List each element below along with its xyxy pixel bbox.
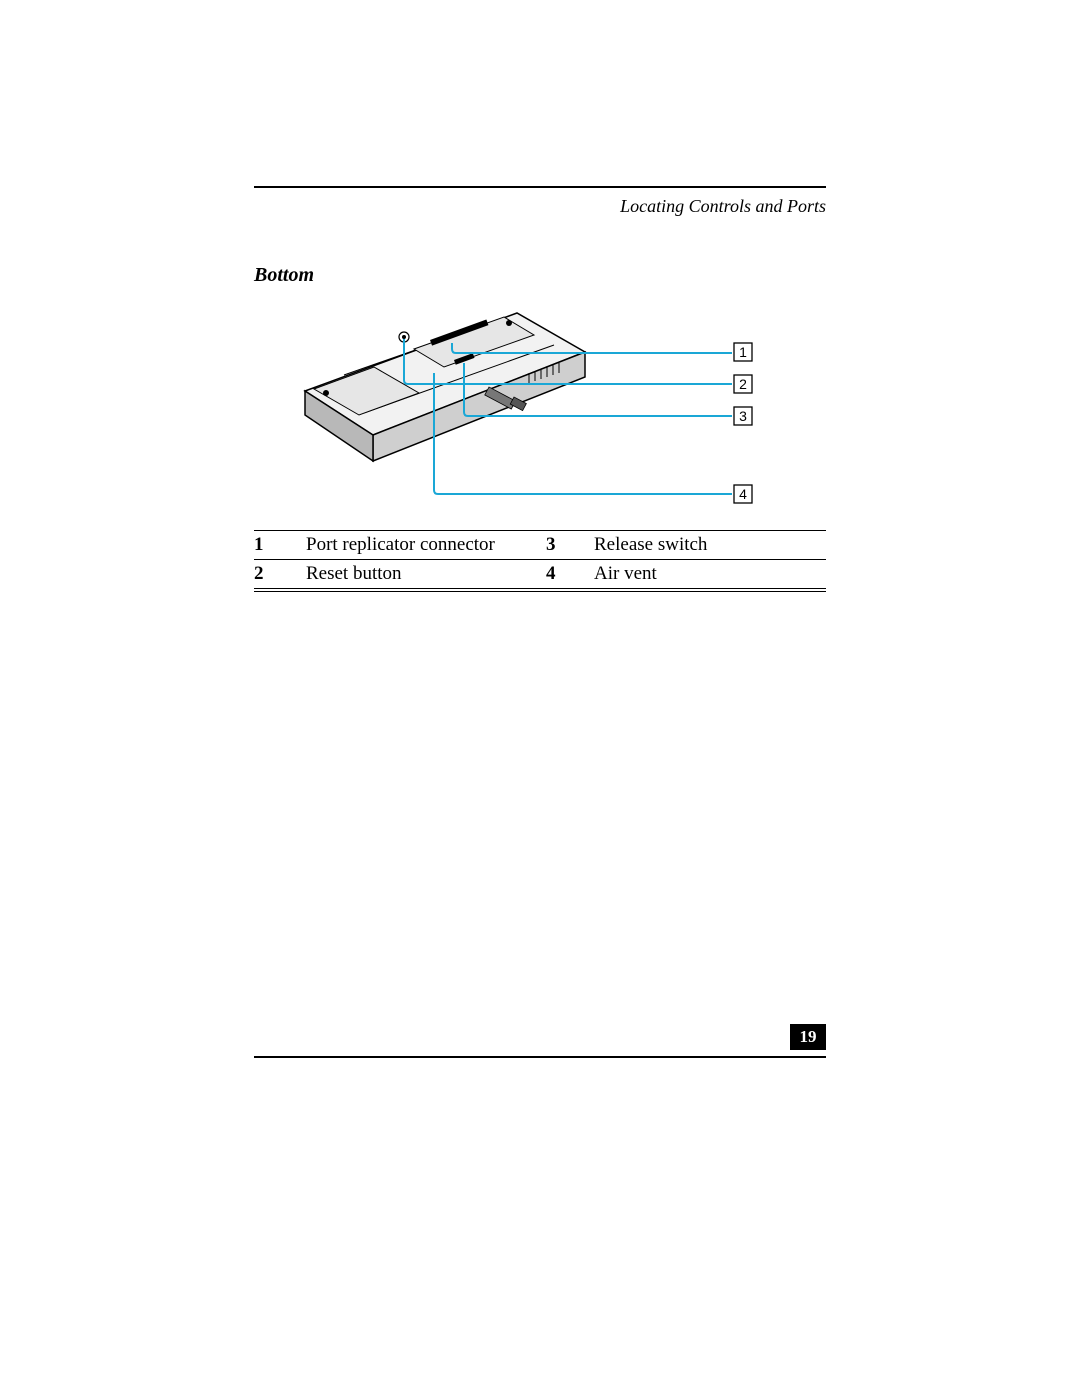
svg-text:3: 3: [739, 408, 747, 424]
callout-4: 4: [734, 485, 752, 503]
footer-rule: [254, 1056, 826, 1058]
legend-desc: Air vent: [594, 563, 826, 585]
chapter-title: Locating Controls and Ports: [620, 196, 826, 217]
callout-1: 1: [734, 343, 752, 361]
table-rule-bottom2: [254, 591, 826, 592]
legend-num: 4: [546, 563, 594, 585]
page-number: 19: [790, 1024, 826, 1050]
header-rule: [254, 186, 826, 188]
svg-text:4: 4: [739, 486, 747, 502]
callout-3: 3: [734, 407, 752, 425]
svg-text:2: 2: [739, 376, 747, 392]
table-row: 1 Port replicator connector 3 Release sw…: [254, 531, 826, 559]
legend-desc: Port replicator connector: [306, 534, 546, 556]
table-rule-bottom1: [254, 588, 826, 589]
legend-desc: Release switch: [594, 534, 826, 556]
callout-boxes: 1 2 3 4: [734, 343, 752, 503]
legend-num: 2: [254, 563, 306, 585]
legend-num: 3: [546, 534, 594, 556]
svg-text:1: 1: [739, 344, 747, 360]
table-row: 2 Reset button 4 Air vent: [254, 560, 826, 588]
callout-2: 2: [734, 375, 752, 393]
legend-desc: Reset button: [306, 563, 546, 585]
legend-num: 1: [254, 534, 306, 556]
laptop-bottom-diagram: 1 2 3 4: [254, 295, 826, 525]
legend-table: 1 Port replicator connector 3 Release sw…: [254, 530, 826, 592]
laptop-body: [305, 313, 585, 461]
section-title: Bottom: [254, 264, 314, 287]
